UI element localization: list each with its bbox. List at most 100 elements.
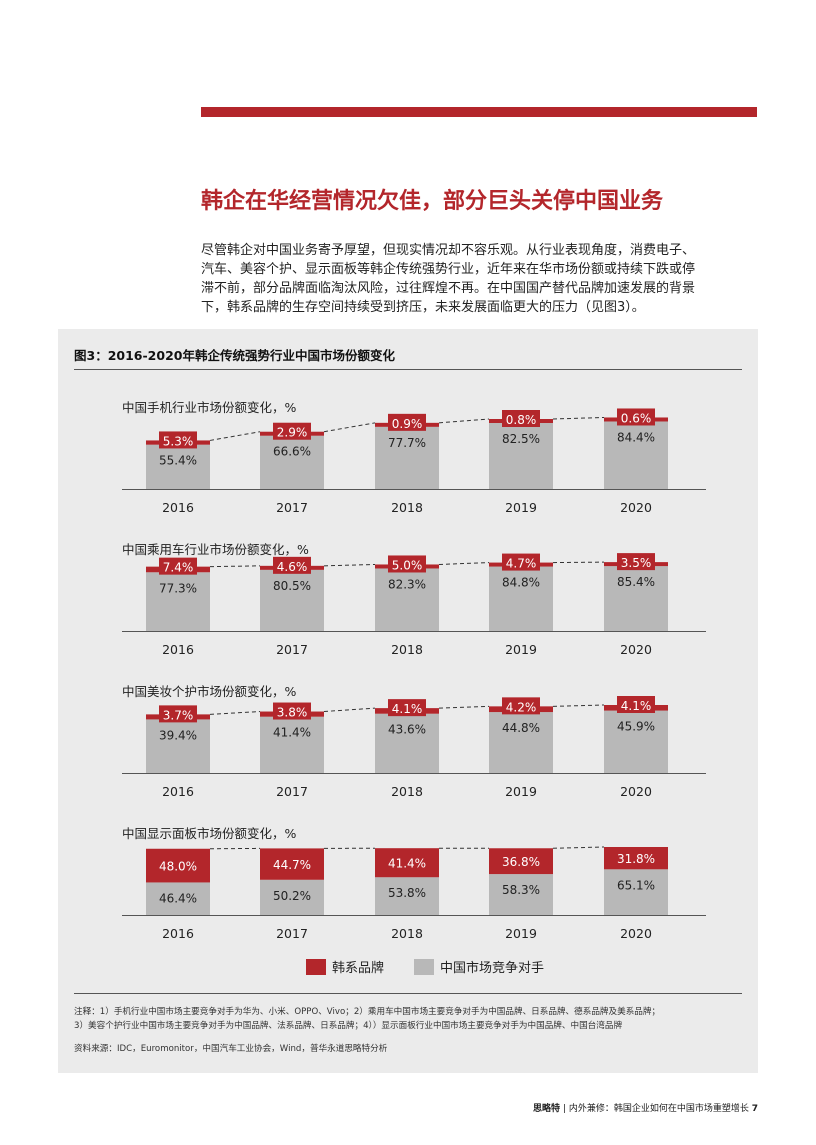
bar-korean-brand [260, 848, 324, 880]
x-tick-label: 2016 [162, 500, 194, 515]
label-korean-share: 2.9% [277, 426, 308, 440]
legend-item-chinese: 中国市场竞争对手 [414, 957, 544, 976]
bar-korean-brand [146, 848, 210, 883]
label-box-korean [617, 696, 655, 713]
label-chinese-share: 50.2% [273, 889, 311, 903]
label-chinese-share: 41.4% [273, 726, 311, 740]
x-tick-label: 2018 [391, 500, 423, 515]
label-korean-share: 7.4% [163, 561, 194, 575]
notes-divider [74, 993, 742, 994]
label-chinese-share: 45.9% [617, 720, 655, 734]
label-box-korean [273, 422, 311, 440]
x-tick-label: 2016 [162, 642, 194, 657]
figure-title: 图3：2016-2020年韩企传统强势行业中国市场份额变化 [74, 348, 395, 363]
label-chinese-share: 55.4% [159, 454, 197, 468]
label-box-korean [502, 553, 540, 571]
legend-label-chinese: 中国市场竞争对手 [440, 961, 545, 976]
page-footer: 思略特 | 内外兼修：韩国企业如何在中国市场重塑增长 7 [533, 1101, 758, 1114]
bar-chinese-competitor [260, 435, 324, 489]
label-box-korean [273, 702, 311, 720]
label-korean-share: 0.9% [392, 417, 423, 431]
label-chinese-share: 84.8% [502, 576, 540, 590]
top-accent-bar [201, 107, 757, 117]
label-korean-share: 31.8% [617, 852, 655, 866]
label-box-korean [159, 431, 197, 449]
label-korean-share: 3.7% [163, 708, 194, 722]
x-tick-label: 2018 [391, 784, 423, 799]
footer-brand: 思略特 [533, 1104, 561, 1114]
trend-connector [209, 565, 261, 568]
label-chinese-share: 65.1% [617, 878, 655, 892]
label-chinese-share: 77.7% [388, 436, 426, 450]
chart-title: 中国显示面板市场份额变化，% [122, 826, 297, 841]
label-korean-share: 4.1% [621, 699, 652, 713]
label-box-korean [502, 410, 540, 427]
label-korean-share: 5.0% [392, 558, 423, 572]
trend-connector [438, 562, 490, 565]
label-box-korean [388, 699, 426, 717]
bar-chinese-competitor [489, 423, 553, 489]
x-tick-label: 2020 [620, 784, 652, 799]
label-box-korean [617, 553, 655, 571]
chart-legend: 韩系品牌 中国市场竞争对手 [306, 957, 574, 976]
label-chinese-share: 43.6% [388, 723, 426, 737]
bar-korean-brand [489, 848, 553, 875]
x-tick-label: 2017 [276, 500, 308, 515]
figure-title-divider [74, 369, 742, 370]
label-box-korean [159, 705, 197, 723]
label-chinese-share: 84.4% [617, 430, 655, 444]
label-korean-share: 0.6% [621, 411, 652, 425]
note-line: 3）美容个护行业中国市场主要竞争对手为中国品牌、法系品牌、日系品牌；4））显示面… [74, 1021, 623, 1031]
bar-chinese-competitor [489, 566, 553, 631]
label-box-korean [502, 697, 540, 715]
chart-title: 中国乘用车行业市场份额变化，% [122, 542, 309, 557]
trend-connector [552, 846, 605, 849]
footer-separator: | [562, 1104, 566, 1114]
x-tick-label: 2020 [620, 642, 652, 657]
bar-chinese-competitor [604, 566, 668, 631]
x-tick-label: 2019 [505, 642, 537, 657]
intro-line: 滞不前，部分品牌面临淘汰风险，过往辉煌不再。在中国国产替代品牌加速发展的背景 [201, 281, 696, 296]
label-korean-share: 4.1% [392, 702, 423, 716]
trend-connector [552, 416, 605, 420]
intro-line: 尽管韩企对中国业务寄予厚望，但现实情况却不容乐观。从行业表现角度，消费电子、 [201, 243, 696, 258]
legend-label-korean: 韩系品牌 [332, 961, 385, 976]
x-tick-label: 2019 [505, 500, 537, 515]
label-box-korean [388, 555, 426, 573]
label-korean-share: 41.4% [388, 857, 426, 871]
label-korean-share: 3.8% [277, 706, 308, 720]
footer-text: 内外兼修：韩国企业如何在中国市场重塑增长 [568, 1104, 749, 1114]
label-korean-share: 4.2% [506, 700, 537, 714]
label-korean-share: 44.7% [273, 858, 311, 872]
trend-connector [323, 707, 376, 713]
label-chinese-share: 82.3% [388, 577, 426, 591]
figure-panel: 图3：2016-2020年韩企传统强势行业中国市场份额变化 中国手机行业市场份额… [58, 329, 758, 1073]
label-box-korean [388, 413, 426, 431]
legend-item-korean: 韩系品牌 [306, 957, 384, 976]
x-tick-label: 2016 [162, 926, 194, 941]
label-korean-share: 0.8% [506, 413, 537, 427]
label-korean-share: 4.7% [506, 557, 537, 571]
label-box-korean [273, 556, 311, 574]
intro-line: 下，韩系品牌的生存空间持续受到挤压，未来发展面临更大的压力（见图3）。 [201, 300, 645, 315]
bar-chinese-competitor [604, 869, 668, 915]
bar-chinese-competitor [489, 712, 553, 773]
label-korean-share: 5.3% [163, 434, 194, 448]
x-tick-label: 2017 [276, 926, 308, 941]
label-chinese-share: 58.3% [502, 883, 540, 897]
x-tick-label: 2019 [505, 926, 537, 941]
trend-connector [209, 431, 261, 441]
legend-swatch-chinese [414, 958, 435, 975]
label-chinese-share: 80.5% [273, 579, 311, 593]
label-chinese-share: 82.5% [502, 432, 540, 446]
bar-chinese-competitor [146, 719, 210, 773]
label-box-korean [159, 557, 197, 575]
label-chinese-share: 85.4% [617, 575, 655, 589]
label-chinese-share: 66.6% [273, 445, 311, 459]
bar-chinese-competitor [375, 568, 439, 631]
label-chinese-share: 77.3% [159, 581, 197, 595]
bar-chinese-competitor [604, 421, 668, 489]
trend-connector [323, 563, 376, 567]
x-tick-label: 2020 [620, 500, 652, 515]
label-korean-share: 3.5% [621, 556, 652, 570]
